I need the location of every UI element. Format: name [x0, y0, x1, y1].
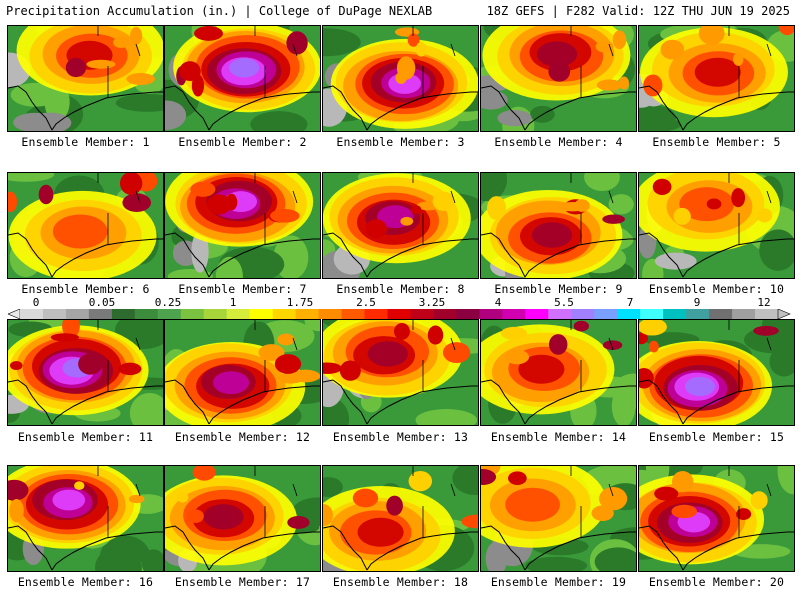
ensemble-member-label: Ensemble Member: 10 [648, 282, 785, 296]
colorbar-swatch [456, 309, 480, 319]
colorbar-swatch [709, 309, 733, 319]
colorbar-tick-label: 7 [626, 296, 634, 309]
colorbar-swatch [594, 309, 618, 319]
ensemble-member-map [7, 172, 164, 279]
ensemble-member-label: Ensemble Member: 18 [332, 575, 469, 589]
ensemble-member-label: Ensemble Member: 4 [494, 135, 623, 149]
colorbar-swatch [571, 309, 595, 319]
colorbar-swatch [111, 309, 136, 319]
ensemble-member-label: Ensemble Member: 9 [494, 282, 623, 296]
ensemble-member-map [480, 172, 637, 279]
colorbar-swatch [157, 309, 182, 319]
ensemble-member-label: Ensemble Member: 11 [17, 430, 154, 444]
colorbar-tick-label: 1.75 [286, 296, 314, 309]
colorbar-swatch [341, 309, 366, 319]
colorbar-tick-label: 3.25 [418, 296, 446, 309]
colorbar-swatch [732, 309, 756, 319]
colorbar-tick-label: 5.5 [554, 296, 574, 309]
header-run-info: 18Z GEFS | F282 Valid: 12Z THU JUN 19 20… [486, 4, 790, 18]
colorbar-swatch [249, 309, 274, 319]
ensemble-member-label: Ensemble Member: 5 [652, 135, 781, 149]
ensemble-member-map [480, 25, 637, 132]
colorbar-swatch [226, 309, 251, 319]
colorbar-swatch [295, 309, 320, 319]
colorbar-min-arrow [8, 309, 21, 319]
header-title: Precipitation Accumulation (in.) | Colle… [6, 4, 433, 18]
ensemble-member-label: Ensemble Member: 13 [332, 430, 469, 444]
ensemble-member-label: Ensemble Member: 3 [336, 135, 465, 149]
colorbar-tick-label: 4 [494, 296, 502, 309]
ensemble-member-map [638, 465, 795, 572]
colorbar-tick-label: 2.5 [356, 296, 376, 309]
ensemble-member-label: Ensemble Member: 8 [336, 282, 465, 296]
colorbar-max-arrow [777, 309, 791, 319]
ensemble-member-label: Ensemble Member: 19 [490, 575, 627, 589]
precip-colorbar [8, 309, 791, 319]
ensemble-member-map [322, 172, 479, 279]
colorbar-tick-label: 1 [229, 296, 237, 309]
colorbar-tick-label: 9 [693, 296, 701, 309]
ensemble-member-label: Ensemble Member: 6 [21, 282, 150, 296]
colorbar-swatch [20, 309, 44, 319]
ensemble-member-label: Ensemble Member: 1 [21, 135, 150, 149]
colorbar-swatch [525, 309, 549, 319]
ensemble-member-map [7, 319, 164, 426]
colorbar-swatch [180, 309, 205, 319]
ensemble-member-label: Ensemble Member: 7 [178, 282, 307, 296]
ensemble-member-map [638, 319, 795, 426]
colorbar-swatch [318, 309, 343, 319]
colorbar-swatch [410, 309, 434, 319]
ensemble-member-map [164, 319, 321, 426]
ensemble-member-map [638, 25, 795, 132]
colorbar-swatch [203, 309, 228, 319]
colorbar-swatch [548, 309, 572, 319]
colorbar-swatch [387, 309, 411, 319]
ensemble-member-label: Ensemble Member: 16 [17, 575, 154, 589]
ensemble-member-label: Ensemble Member: 17 [174, 575, 311, 589]
ensemble-member-map [164, 25, 321, 132]
colorbar-swatch [364, 309, 389, 319]
colorbar-tick-label: 0.05 [88, 296, 116, 309]
ensemble-member-map [7, 465, 164, 572]
colorbar-tick-label: 12 [757, 296, 771, 309]
ensemble-member-map [480, 319, 637, 426]
ensemble-member-label: Ensemble Member: 12 [174, 430, 311, 444]
colorbar-swatch [88, 309, 113, 319]
ensemble-member-label: Ensemble Member: 2 [178, 135, 307, 149]
colorbar-tick-label: 0 [32, 296, 40, 309]
ensemble-member-map [322, 465, 479, 572]
colorbar-swatch [65, 309, 90, 319]
ensemble-member-map [164, 465, 321, 572]
ensemble-member-label: Ensemble Member: 15 [648, 430, 785, 444]
colorbar-swatch [433, 309, 457, 319]
colorbar-swatch [617, 309, 641, 319]
colorbar-swatch [686, 309, 710, 319]
colorbar-labels: 0 0.05 0.25 1 1.75 2.5 3.25 4 5.5 7 9 12 [0, 296, 800, 310]
colorbar-swatch [479, 309, 503, 319]
colorbar-swatch [502, 309, 526, 319]
colorbar-tick-label: 0.25 [154, 296, 182, 309]
colorbar-swatch [42, 309, 67, 319]
ensemble-member-label: Ensemble Member: 14 [490, 430, 627, 444]
colorbar-swatch [640, 309, 664, 319]
ensemble-member-label: Ensemble Member: 20 [648, 575, 785, 589]
ensemble-member-map [7, 25, 164, 132]
colorbar-swatch [134, 309, 159, 319]
colorbar-swatch [272, 309, 297, 319]
ensemble-member-map [322, 25, 479, 132]
ensemble-member-map [322, 319, 479, 426]
ensemble-member-map [164, 172, 321, 279]
ensemble-member-map [480, 465, 637, 572]
colorbar-swatch [663, 309, 687, 319]
colorbar-swatch [755, 309, 779, 319]
ensemble-member-map [638, 172, 795, 279]
